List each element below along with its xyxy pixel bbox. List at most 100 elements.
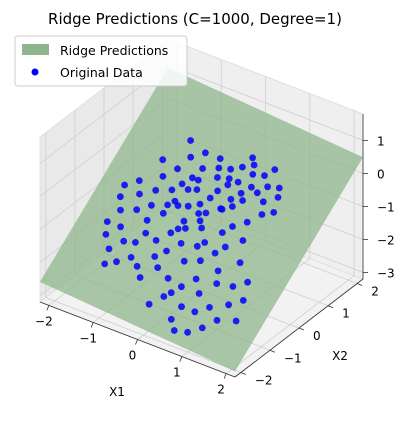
data-point	[193, 186, 201, 194]
data-point	[271, 166, 279, 174]
data-point	[195, 210, 203, 217]
legend-swatch-surface	[22, 44, 49, 55]
x-tick-label: 2	[217, 383, 225, 397]
data-point	[253, 189, 261, 197]
data-point	[232, 317, 240, 325]
data-point	[261, 172, 268, 180]
data-point	[201, 239, 209, 246]
data-point	[224, 181, 232, 189]
data-point	[187, 153, 195, 161]
grid-z-back	[167, 65, 364, 141]
data-point	[259, 198, 267, 206]
data-point	[214, 187, 222, 195]
data-point	[184, 186, 192, 193]
data-point	[178, 303, 185, 311]
x-tick-label: −1	[79, 332, 97, 346]
data-points	[101, 137, 283, 336]
data-point	[237, 189, 245, 197]
data-point	[168, 186, 176, 194]
data-point	[196, 217, 204, 225]
x-tick-mark	[90, 322, 94, 328]
y-tick-label: −2	[255, 374, 273, 388]
z-tick-label: −1	[377, 200, 395, 214]
data-point	[248, 183, 255, 191]
data-point	[192, 275, 200, 283]
z-tick-label: 0	[377, 167, 385, 181]
data-point	[121, 181, 128, 189]
y-tick-mark	[327, 305, 334, 309]
z-tick-label: −2	[377, 233, 395, 247]
y-tick-label: 1	[342, 307, 350, 321]
data-point	[132, 239, 139, 246]
data-point	[239, 197, 247, 204]
data-point	[167, 315, 175, 323]
data-point	[101, 260, 109, 268]
data-point	[142, 229, 150, 237]
data-point	[182, 225, 189, 232]
data-point	[249, 154, 256, 162]
x-tick-mark	[46, 305, 50, 311]
x-tick-mark	[223, 373, 227, 379]
data-point	[199, 165, 207, 172]
data-point	[218, 205, 226, 213]
data-point	[227, 165, 235, 173]
y-tick-label: −1	[284, 351, 302, 365]
y-axis-label: X2	[332, 349, 348, 363]
x-tick-mark	[135, 339, 138, 345]
data-point	[187, 137, 195, 144]
data-point	[145, 300, 153, 308]
x-tick-label: 0	[129, 349, 137, 363]
legend-label-points: Original Data	[60, 65, 143, 80]
legend-marker-points	[31, 68, 39, 76]
data-point	[133, 206, 141, 214]
y-tick-mark	[357, 283, 363, 286]
data-point	[113, 258, 120, 266]
data-point	[250, 161, 258, 169]
data-point	[160, 293, 168, 300]
y-tick-label: 0	[313, 329, 321, 343]
data-point	[206, 304, 213, 311]
data-point	[143, 216, 151, 224]
data-point	[213, 316, 221, 324]
data-point	[152, 186, 160, 194]
data-point	[194, 176, 202, 184]
data-point	[127, 254, 135, 261]
data-point	[249, 171, 257, 178]
y-tick-mark	[269, 349, 276, 353]
data-point	[159, 173, 167, 180]
data-point	[178, 283, 185, 291]
y-tick-mark	[240, 372, 246, 375]
data-point	[197, 257, 204, 265]
data-point	[239, 297, 247, 304]
y-tick-mark	[298, 327, 305, 331]
data-point	[184, 328, 192, 336]
data-point	[178, 180, 186, 188]
data-point	[135, 177, 143, 185]
data-point	[167, 229, 175, 237]
data-point	[236, 259, 244, 267]
data-point	[177, 240, 185, 247]
legend-label-surface: Ridge Predictions	[60, 43, 168, 58]
z-tick-label: −3	[377, 266, 395, 280]
x-tick-label: 1	[173, 366, 181, 380]
data-point	[198, 224, 206, 232]
data-point	[229, 283, 237, 290]
data-point	[196, 200, 204, 208]
data-point	[193, 242, 201, 250]
data-point	[195, 290, 203, 297]
data-point	[229, 223, 236, 230]
data-point	[229, 203, 236, 210]
data-point	[258, 211, 266, 218]
data-point	[227, 195, 235, 203]
data-point	[239, 237, 247, 244]
data-point	[151, 253, 159, 260]
data-point	[270, 209, 278, 216]
grid-y-floor	[45, 297, 241, 373]
data-point	[152, 237, 160, 244]
data-point	[102, 231, 110, 238]
data-point	[136, 190, 143, 198]
data-point	[221, 243, 229, 251]
chart-title: Ridge Predictions (C=1000, Degree=1)	[48, 10, 342, 28]
data-point	[154, 264, 162, 271]
data-point	[206, 194, 214, 202]
